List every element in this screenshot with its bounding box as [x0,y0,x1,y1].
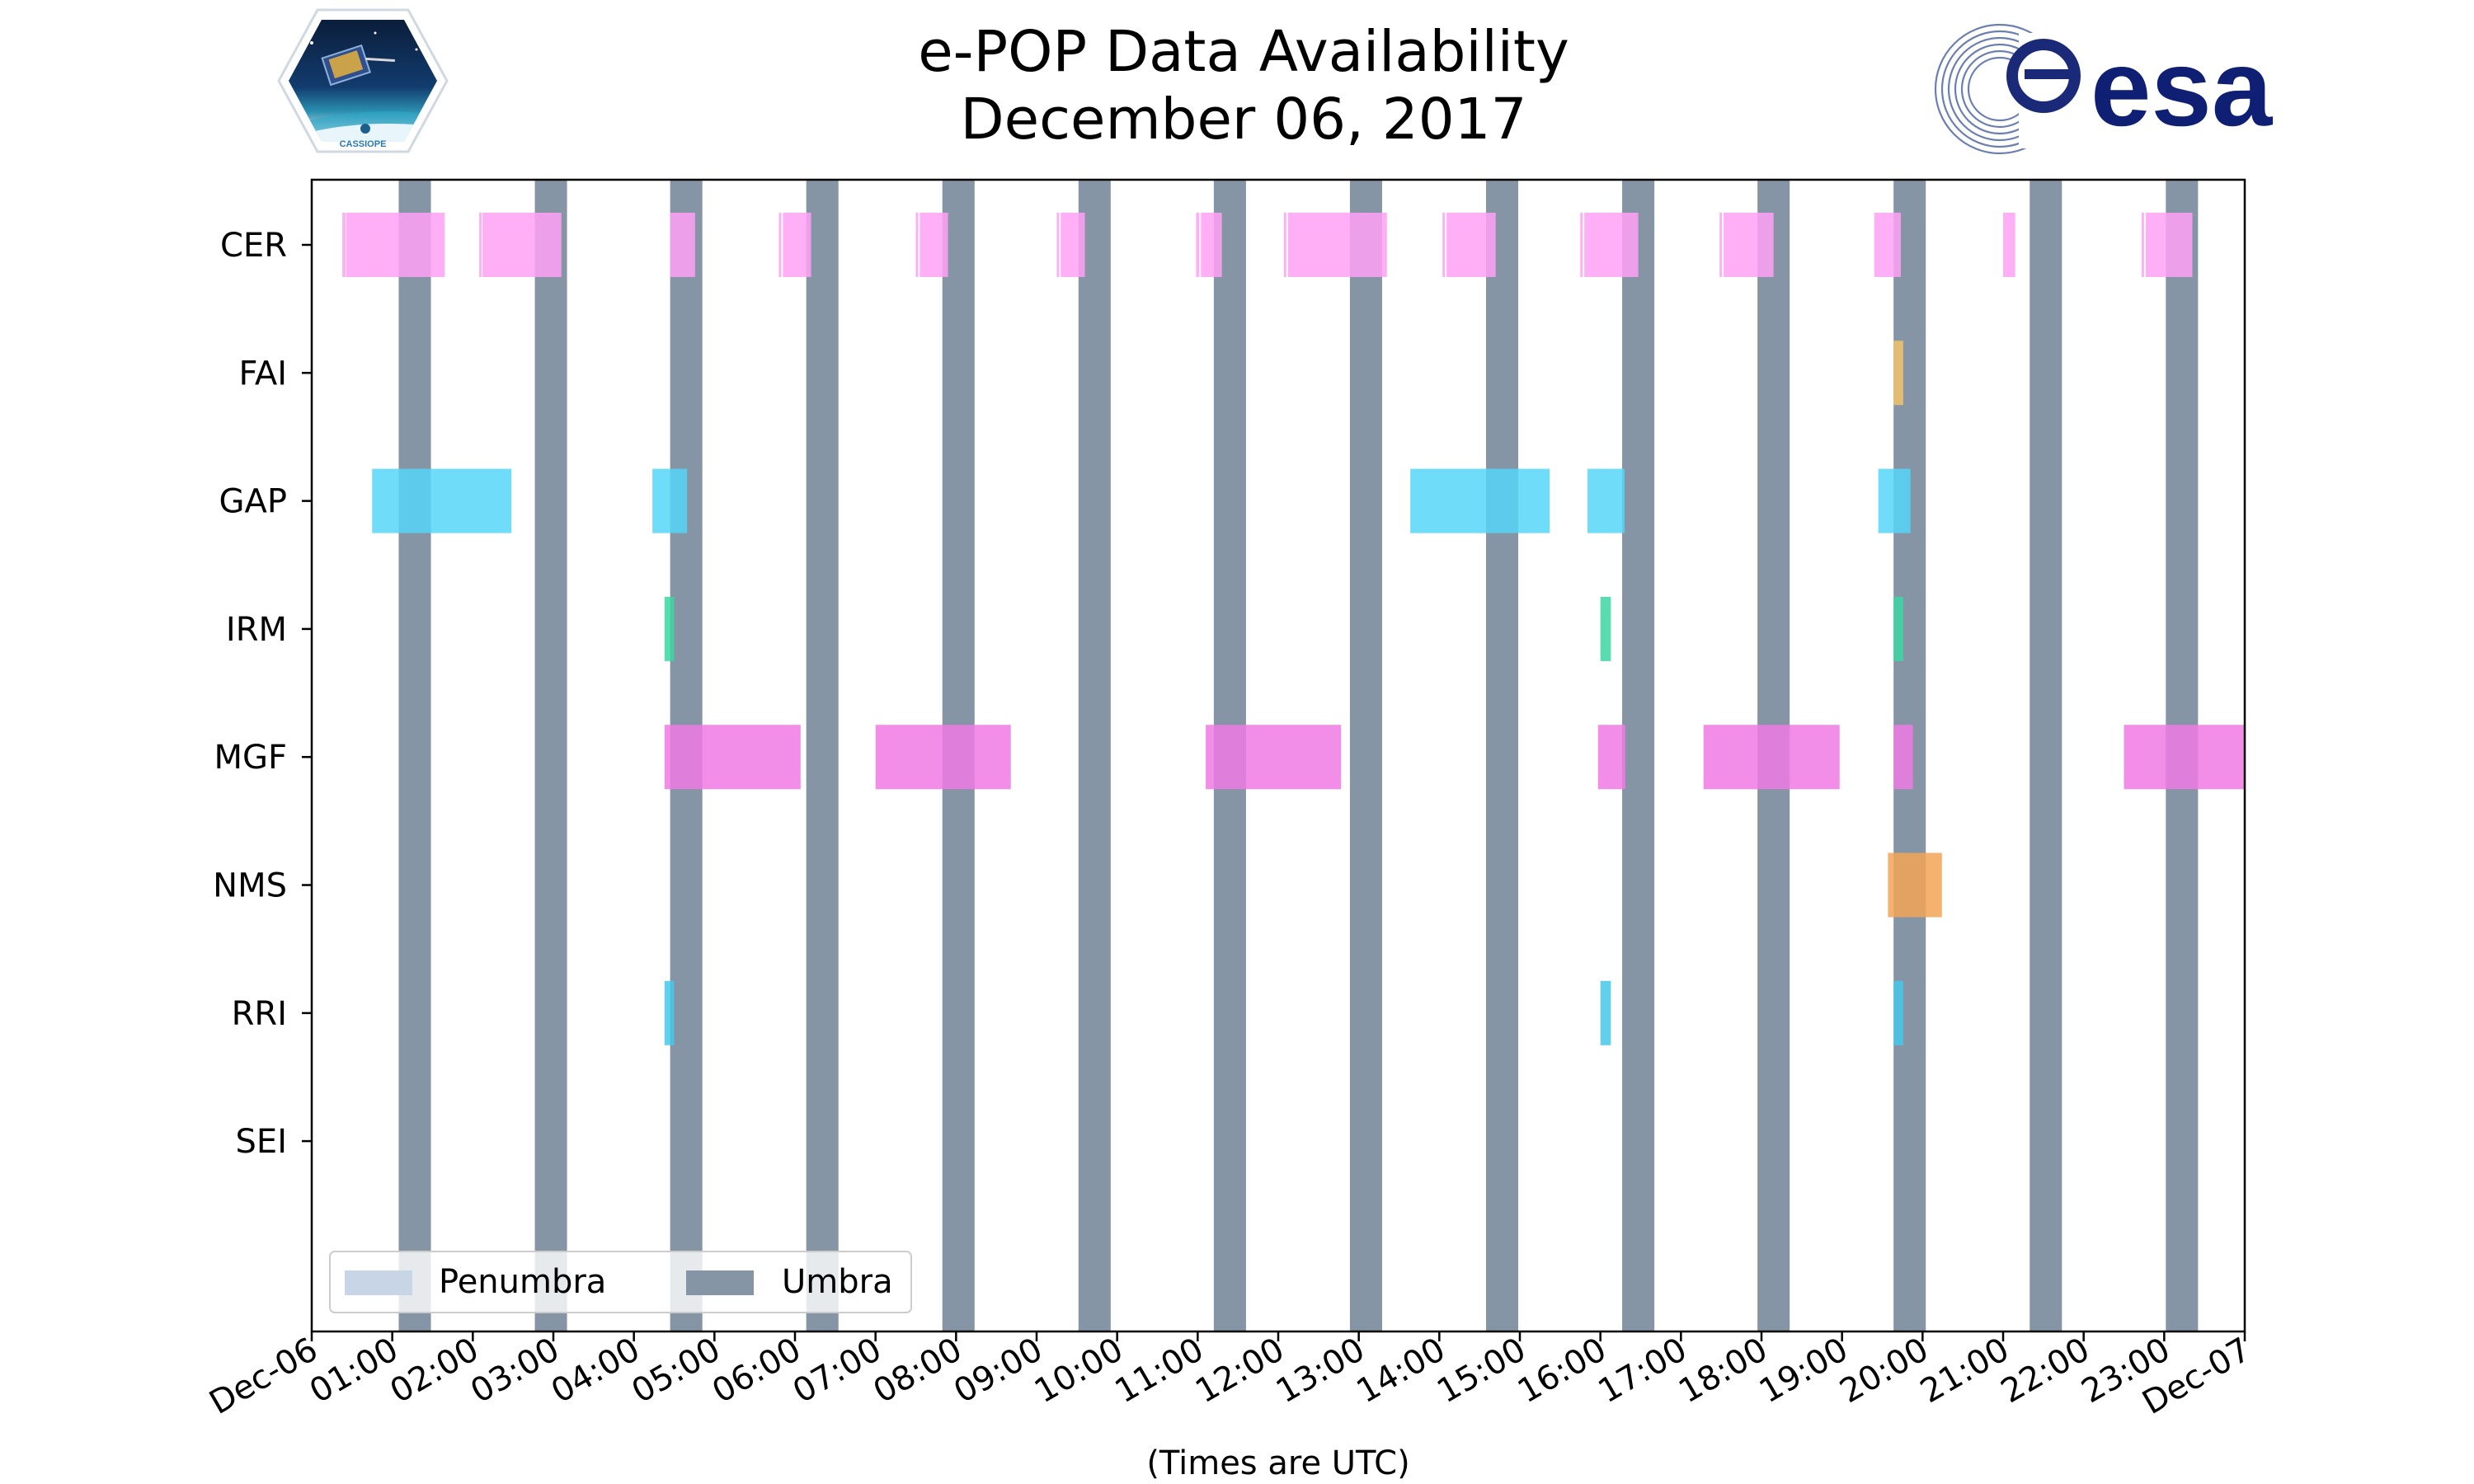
cer-bar-14 [1283,213,1286,277]
x-tick-label: 07:00 [787,1331,888,1411]
cer-bar-17 [1446,213,1496,277]
legend-umbra-swatch [686,1270,754,1295]
fai-bar-1 [1893,340,1903,406]
mgf-bar-6 [1893,725,1913,790]
x-tick-label: 13:00 [1270,1331,1371,1411]
umbra-band-13 [2030,180,2062,1331]
umbra-band-2 [534,180,567,1331]
umbra-band-1 [398,180,431,1331]
cer-bar-13 [1201,213,1222,277]
legend-penumbra-swatch [345,1270,412,1295]
x-tick-label: 21:00 [1914,1331,2015,1411]
x-tick-label: 17:00 [1592,1331,1693,1411]
mgf-bar-4 [1597,725,1625,790]
cer-bar-4 [482,213,562,277]
umbra-band-6 [1078,180,1111,1331]
x-axis: Dec-0601:0002:0003:0004:0005:0006:0007:0… [203,1331,2257,1422]
x-tick-label: 02:00 [383,1331,485,1411]
mgf-bar-5 [1703,725,1840,790]
cer-bar-16 [1442,213,1446,277]
cassiope-logo: CASSIOPE [277,8,449,153]
gap-bar-5 [1878,468,1911,533]
irm-bar-1 [664,596,675,661]
cer-bar-11 [1061,213,1085,277]
umbra-band-8 [1349,180,1382,1331]
cer-bar-15 [1287,213,1387,277]
mgf-bar-1 [664,725,801,790]
x-tick-label: 20:00 [1833,1331,1935,1411]
legend-umbra-label: Umbra [782,1263,893,1301]
cassiope-logo-label: CASSIOPE [340,139,387,149]
x-tick-label: 05:00 [625,1331,727,1411]
legend-penumbra-label: Penumbra [439,1263,606,1301]
x-tick-label: 09:00 [948,1331,1049,1411]
y-tick-label-nms: NMS [213,867,287,905]
chart-subtitle: December 06, 2017 [960,87,1526,153]
esa-logo-label: esa [2091,27,2274,148]
y-tick-label-fai: FAI [239,355,288,392]
y-tick-label-rri: RRI [232,995,287,1033]
cer-bar-25 [2145,213,2193,277]
x-tick-label: 01:00 [303,1331,405,1411]
gap-bar-2 [652,468,688,533]
mgf-bar-7 [2124,725,2245,790]
x-tick-label: 22:00 [1995,1331,2096,1411]
chart-title: e-POP Data Availability [918,19,1569,85]
rri-bar-3 [1893,980,1903,1045]
nms-bar-1 [1888,852,1942,918]
y-tick-label-cer: CER [220,227,287,265]
cer-bar-1 [342,213,346,277]
rri-bar-2 [1600,980,1611,1045]
irm-bar-3 [1893,596,1903,661]
umbra-band-9 [1485,180,1519,1331]
x-tick-label: 03:00 [464,1331,566,1411]
mgf-bar-2 [875,725,1011,790]
x-tick-label: 16:00 [1512,1331,1613,1411]
rri-bar-1 [664,980,675,1045]
cer-bar-18 [1580,213,1583,277]
cer-bar-19 [1584,213,1639,277]
x-tick-label: 04:00 [545,1331,647,1411]
availability-bars [342,213,2245,1045]
x-tick-label: 08:00 [867,1331,968,1411]
cer-bar-2 [346,213,445,277]
cer-bar-12 [1196,213,1200,277]
irm-bar-2 [1600,596,1611,661]
cer-bar-5 [670,213,695,277]
x-axis-label: (Times are UTC) [1146,1444,1409,1482]
y-tick-label-irm: IRM [226,611,287,649]
cer-bar-6 [778,213,782,277]
cer-bar-3 [479,213,482,277]
gap-bar-4 [1587,468,1625,533]
cer-bar-10 [1056,213,1060,277]
cer-bar-24 [2141,213,2144,277]
y-axis: CER FAI GAP IRM MGF NMS RRI SEI [213,227,312,1161]
x-tick-label: 15:00 [1431,1331,1532,1411]
umbra-band-10 [1622,180,1655,1331]
cer-bar-9 [920,213,948,277]
gap-bar-1 [372,468,512,533]
x-tick-label: 14:00 [1350,1331,1451,1411]
cer-bar-20 [1719,213,1723,277]
gap-bar-3 [1410,468,1550,533]
umbra-band-4 [806,180,839,1331]
y-tick-label-mgf: MGF [214,739,287,777]
x-tick-label: 12:00 [1189,1331,1291,1411]
mgf-bar-3 [1206,725,1342,790]
cer-bar-21 [1724,213,1774,277]
esa-logo: esa [1934,23,2274,155]
legend: Penumbra Umbra [329,1251,912,1313]
cer-bar-8 [915,213,919,277]
x-tick-label: 10:00 [1028,1331,1130,1411]
x-tick-label: 18:00 [1672,1331,1774,1411]
cer-bar-22 [1874,213,1901,277]
x-tick-label: 19:00 [1753,1331,1855,1411]
cer-bar-7 [783,213,811,277]
cer-bar-23 [2003,213,2015,277]
y-tick-label-sei: SEI [236,1123,287,1161]
x-tick-label: 11:00 [1108,1331,1210,1411]
x-tick-label: 06:00 [706,1331,807,1411]
y-tick-label-gap: GAP [219,483,287,521]
